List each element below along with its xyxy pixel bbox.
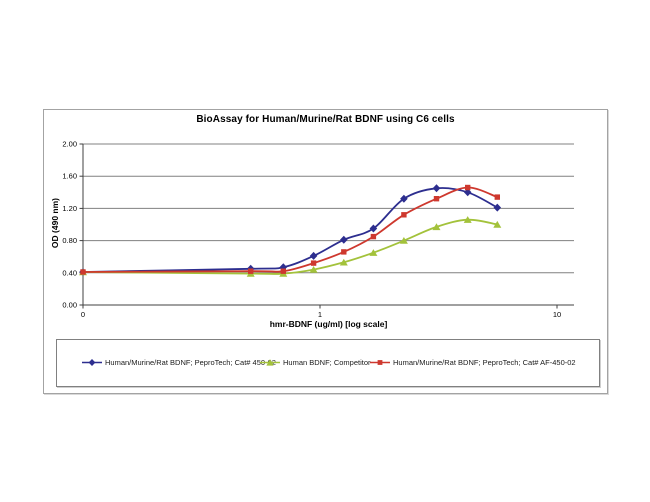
y-tick-label: 1.20 (62, 204, 77, 213)
series-2-marker (370, 233, 377, 240)
chart-container: BioAssay for Human/Murine/Rat BDNF using… (43, 109, 608, 394)
legend-item-1: Human BDNF; Competitor (260, 357, 371, 368)
y-tick-label: 0.80 (62, 236, 77, 245)
legend-item-0: Human/Murine/Rat BDNF; PeproTech; Cat# 4… (82, 357, 276, 368)
legend-label: Human/Murine/Rat BDNF; PeproTech; Cat# A… (393, 358, 576, 367)
legend-label: Human/Murine/Rat BDNF; PeproTech; Cat# 4… (105, 358, 276, 367)
legend: Human/Murine/Rat BDNF; PeproTech; Cat# 4… (56, 339, 600, 387)
y-tick-label: 1.60 (62, 172, 77, 181)
series-2-marker (310, 260, 317, 266)
legend-item-2: Human/Murine/Rat BDNF; PeproTech; Cat# A… (370, 357, 576, 368)
series-0-marker (400, 194, 408, 203)
series-2-marker (80, 269, 86, 275)
series-0-marker (463, 188, 472, 197)
legend-label: Human BDNF; Competitor (283, 358, 371, 367)
series-1-marker (493, 220, 502, 228)
y-tick-label: 0.00 (62, 301, 77, 310)
series-2-marker (401, 212, 407, 218)
series-1-marker (309, 266, 318, 273)
series-0-marker (432, 184, 441, 193)
plot-area: 0.00 0.40 0.80 1.20 1.60 2.00 0 1 10 (62, 140, 574, 319)
series-2-marker (248, 268, 254, 274)
series-0-marker (279, 263, 288, 272)
series-1-marker (432, 223, 441, 231)
x-tick-label: 10 (553, 310, 561, 319)
x-tick-label: 0 (81, 310, 85, 319)
y-tick-label: 0.40 (62, 268, 77, 277)
series-1-marker (399, 237, 408, 244)
series-2-marker (341, 249, 347, 255)
series-0-marker (369, 224, 378, 233)
series-0-marker (340, 235, 348, 244)
y-tick-label: 2.00 (62, 140, 77, 149)
series-1-marker (339, 258, 348, 266)
series-2-marker (280, 268, 286, 274)
series-0-marker (493, 203, 502, 212)
triangle-legend-marker-icon (260, 359, 280, 366)
series-1-marker (463, 216, 472, 223)
series-0-marker (309, 251, 318, 260)
x-tick-label: 1 (318, 310, 322, 319)
series-2-marker (494, 194, 500, 200)
square-legend-marker-icon (370, 360, 390, 365)
series-2-marker (433, 196, 440, 202)
series-2-marker (465, 184, 471, 191)
x-axis-title: hmr-BDNF (ug/ml) [log scale] (269, 319, 388, 329)
series-1-marker (369, 249, 378, 256)
diamond-legend-marker-icon (82, 359, 102, 366)
chart-title: BioAssay for Human/Murine/Rat BDNF using… (196, 114, 455, 125)
